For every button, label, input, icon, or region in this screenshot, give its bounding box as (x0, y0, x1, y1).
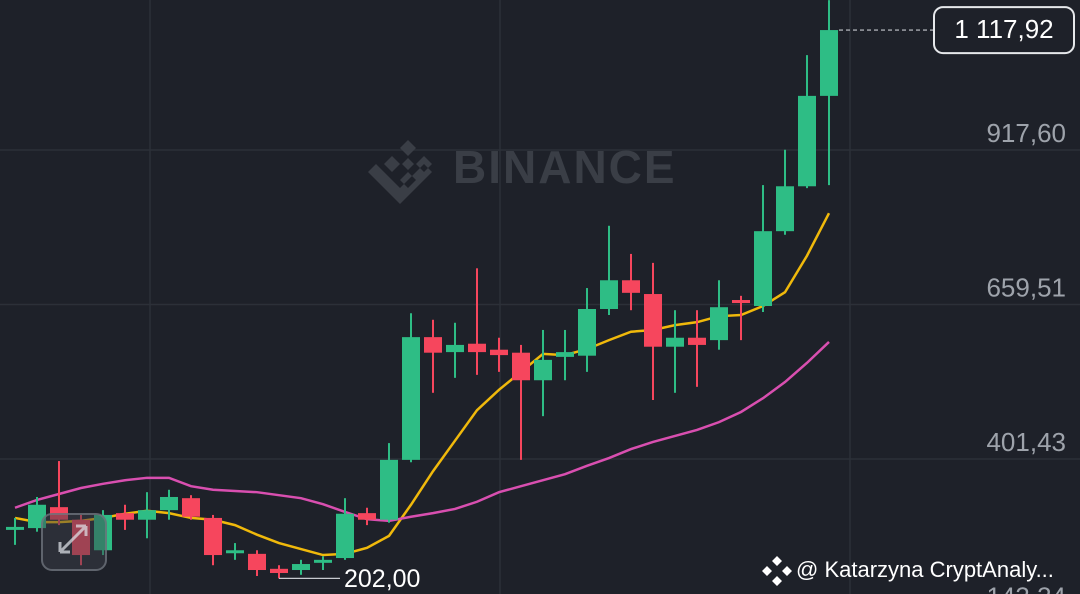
candle-body (160, 496, 178, 511)
y-tick-label: 917,60 (986, 118, 1066, 148)
candle-body (138, 510, 156, 520)
watermark: BINANCE (453, 141, 677, 193)
grid: 143,34 401,43 659,51 917,60 (0, 118, 1080, 594)
candle-body (820, 30, 838, 96)
candle-body (732, 300, 750, 304)
candle-body (534, 359, 552, 381)
candle-body (556, 352, 574, 357)
credit: @ Katarzyna CryptAnaly... (796, 557, 1054, 582)
credit-logo (762, 556, 792, 586)
watermark-logo (368, 140, 432, 204)
candle-body (424, 337, 442, 353)
candle-body (600, 280, 618, 309)
candle-body (182, 498, 200, 517)
candle-body (512, 352, 530, 381)
candle-body (292, 564, 310, 571)
marks (6, 0, 838, 579)
y-tick-label: 401,43 (986, 427, 1066, 457)
candle-body (204, 517, 222, 556)
candle-body (358, 513, 376, 520)
candle-body (710, 307, 728, 341)
candle-body (402, 337, 420, 460)
price-box (933, 6, 1075, 55)
price-label: 1 117,92 (954, 14, 1053, 44)
candle-body (644, 294, 662, 347)
y-tick-label: 659,51 (986, 272, 1066, 302)
candle-body (666, 337, 684, 347)
candle-body (6, 526, 24, 530)
candle-body (798, 95, 816, 187)
candle-body (776, 186, 794, 232)
candle-body (226, 550, 244, 554)
candle-body (578, 308, 596, 356)
candle-body (314, 559, 332, 563)
candle-body (270, 568, 288, 574)
low-label: 202,00 (344, 565, 420, 593)
candle-body (468, 343, 486, 353)
moving-average-line (14, 212, 831, 557)
y-tick-label: 143,34 (986, 581, 1066, 594)
candle-body (380, 459, 398, 520)
candle-body (754, 231, 772, 307)
candle-body (336, 513, 354, 559)
candle-body (94, 514, 112, 551)
candle-body (116, 513, 134, 520)
candle-body (688, 337, 706, 345)
candle-body (446, 344, 464, 353)
candle-body (490, 349, 508, 356)
candle-body (248, 553, 266, 571)
expand-icon (41, 513, 107, 571)
moving-average-line (14, 341, 830, 523)
candle-body (622, 280, 640, 293)
